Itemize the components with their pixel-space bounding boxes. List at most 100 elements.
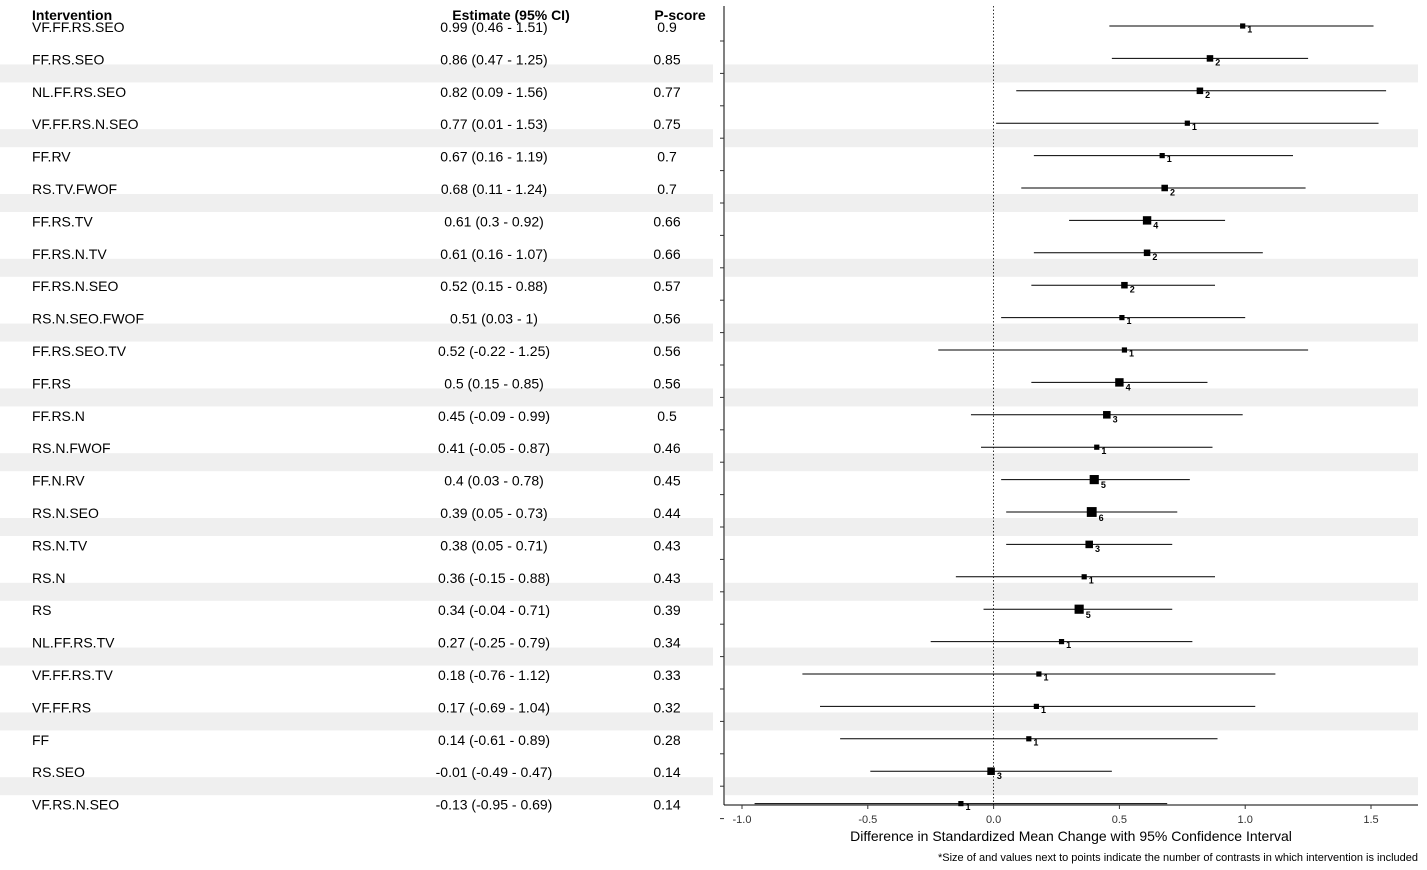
intervention-name: VF.FF.RS bbox=[32, 699, 91, 715]
point-estimate bbox=[1094, 444, 1100, 450]
estimate-ci-label: 0.52 (-0.22 - 1.25) bbox=[438, 343, 550, 359]
contrast-count-label: 1 bbox=[1129, 349, 1134, 359]
contrast-count-label: 2 bbox=[1170, 187, 1175, 197]
point-estimate bbox=[1074, 604, 1084, 614]
pscore-value: 0.56 bbox=[653, 375, 680, 391]
row-band-table bbox=[0, 582, 713, 601]
pscore-value: 0.33 bbox=[653, 667, 680, 683]
point-estimate bbox=[1081, 574, 1087, 580]
contrast-count-label: 4 bbox=[1153, 221, 1158, 231]
row-band-plot bbox=[725, 777, 1418, 796]
intervention-name: RS.N.FWOF bbox=[32, 440, 111, 456]
y-ticks bbox=[720, 40, 724, 820]
intervention-name: FF.RV bbox=[32, 149, 71, 165]
contrast-count-label: 1 bbox=[1043, 673, 1048, 683]
intervention-name: RS.N bbox=[32, 570, 65, 586]
point-estimate bbox=[1184, 120, 1190, 126]
contrast-count-label: 1 bbox=[1127, 316, 1132, 326]
contrast-count-label: 6 bbox=[1099, 513, 1104, 523]
point-estimate bbox=[1206, 55, 1214, 62]
row-band-table bbox=[0, 194, 713, 212]
row-band-plot bbox=[725, 388, 1418, 407]
plot-panel: -1.0 -0.5 0.0 0.5 1.0 1.5 1 2 2 1 1 2 4 2 2 1 1 4 3 1 5 6 3 1 5… bbox=[720, 6, 1418, 826]
contrast-count-label: 1 bbox=[1089, 575, 1094, 585]
intervention-name: VF.RS.N.SEO bbox=[32, 797, 119, 813]
footnote: *Size of and values next to points indic… bbox=[938, 852, 1418, 864]
x-tick-label: -0.5 bbox=[858, 814, 877, 826]
pscore-value: 0.7 bbox=[657, 149, 677, 165]
estimate-ci-label: 0.99 (0.46 - 1.51) bbox=[440, 19, 547, 35]
point-estimate bbox=[1103, 411, 1111, 419]
estimate-ci-label: 0.77 (0.01 - 1.53) bbox=[440, 116, 547, 132]
point-estimate bbox=[1119, 315, 1125, 321]
x-ticks: -1.0 -0.5 0.0 0.5 1.0 1.5 bbox=[733, 805, 1379, 826]
x-tick-label: 0.0 bbox=[986, 814, 1001, 826]
intervention-name: RS.N.TV bbox=[32, 537, 88, 553]
intervention-name: FF.RS.N bbox=[32, 408, 85, 424]
pscore-value: 0.43 bbox=[653, 537, 680, 553]
contrast-count-label: 1 bbox=[1247, 25, 1252, 35]
estimate-ci-label: 0.39 (0.05 - 0.73) bbox=[440, 505, 547, 521]
row-band-table bbox=[0, 323, 713, 342]
estimate-ci-label: 0.34 (-0.04 - 0.71) bbox=[438, 602, 550, 618]
estimate-ci-label: 0.4 (0.03 - 0.78) bbox=[444, 473, 544, 489]
pscore-value: 0.85 bbox=[653, 51, 680, 67]
x-axis-label: Difference in Standardized Mean Change w… bbox=[850, 828, 1292, 844]
intervention-name: RS.TV.FWOF bbox=[32, 181, 117, 197]
estimate-ci-label: 0.82 (0.09 - 1.56) bbox=[440, 84, 547, 100]
row-band-plot bbox=[725, 582, 1418, 601]
pscore-value: 0.66 bbox=[653, 246, 680, 262]
contrast-count-label: 2 bbox=[1215, 58, 1220, 68]
contrast-count-label: 3 bbox=[1095, 544, 1100, 554]
point-estimate bbox=[1058, 639, 1065, 645]
x-tick-label: -1.0 bbox=[733, 814, 752, 826]
estimate-ci-label: 0.51 (0.03 - 1) bbox=[450, 311, 538, 327]
contrast-count-label: 2 bbox=[1205, 90, 1210, 100]
pscore-value: 0.56 bbox=[653, 311, 680, 327]
estimate-ci-label: 0.27 (-0.25 - 0.79) bbox=[438, 635, 550, 651]
x-tick-label: 1.5 bbox=[1363, 814, 1378, 826]
row-band-table bbox=[0, 518, 713, 536]
x-tick-label: 1.0 bbox=[1238, 814, 1253, 826]
pscore-value: 0.77 bbox=[653, 84, 680, 100]
row-band-table bbox=[0, 712, 713, 731]
point-estimate bbox=[1085, 540, 1093, 549]
contrast-count-label: 1 bbox=[1192, 122, 1197, 132]
data-marks: 1 2 2 1 1 2 4 2 2 1 1 4 3 1 5 6 3 1 5 1 1 1 1 3 1 bbox=[754, 23, 1387, 812]
point-estimate bbox=[1196, 87, 1204, 95]
point-estimate bbox=[1121, 281, 1128, 289]
header-pscore: P-score bbox=[654, 7, 706, 23]
intervention-name: NL.FF.RS.TV bbox=[32, 635, 115, 651]
intervention-name: FF.RS.N.TV bbox=[32, 246, 107, 262]
estimate-ci-label: 0.67 (0.16 - 1.19) bbox=[440, 149, 547, 165]
estimate-ci-label: 0.61 (0.3 - 0.92) bbox=[444, 213, 544, 229]
pscore-value: 0.14 bbox=[653, 797, 680, 813]
point-estimate bbox=[1115, 378, 1124, 387]
contrast-count-label: 4 bbox=[1126, 383, 1131, 393]
estimate-ci-label: 0.45 (-0.09 - 0.99) bbox=[438, 408, 550, 424]
estimate-ci-label: 0.52 (0.15 - 0.88) bbox=[440, 278, 547, 294]
contrast-count-label: 1 bbox=[965, 802, 970, 812]
pscore-value: 0.43 bbox=[653, 570, 680, 586]
contrast-count-label: 1 bbox=[1167, 154, 1172, 164]
pscore-value: 0.28 bbox=[653, 732, 680, 748]
point-estimate bbox=[1086, 507, 1097, 517]
header-intervention: Intervention bbox=[32, 7, 112, 23]
row-bands bbox=[0, 64, 1418, 796]
point-estimate bbox=[1159, 153, 1165, 159]
contrast-count-label: 5 bbox=[1086, 610, 1091, 620]
estimate-ci-label: 0.61 (0.16 - 1.07) bbox=[440, 246, 547, 262]
pscore-value: 0.32 bbox=[653, 699, 680, 715]
contrast-count-label: 5 bbox=[1101, 480, 1106, 490]
row-band-plot bbox=[725, 64, 1418, 83]
pscore-value: 0.46 bbox=[653, 440, 680, 456]
estimate-ci-label: 0.18 (-0.76 - 1.12) bbox=[438, 667, 550, 683]
contrast-count-label: 3 bbox=[1113, 415, 1118, 425]
contrast-count-label: 1 bbox=[1033, 737, 1038, 747]
row-band-plot bbox=[725, 518, 1418, 536]
point-estimate bbox=[958, 801, 964, 807]
estimate-ci-label: 0.5 (0.15 - 0.85) bbox=[444, 375, 544, 391]
pscore-value: 0.7 bbox=[657, 181, 677, 197]
point-estimate bbox=[1026, 736, 1032, 742]
point-estimate bbox=[1089, 475, 1099, 485]
